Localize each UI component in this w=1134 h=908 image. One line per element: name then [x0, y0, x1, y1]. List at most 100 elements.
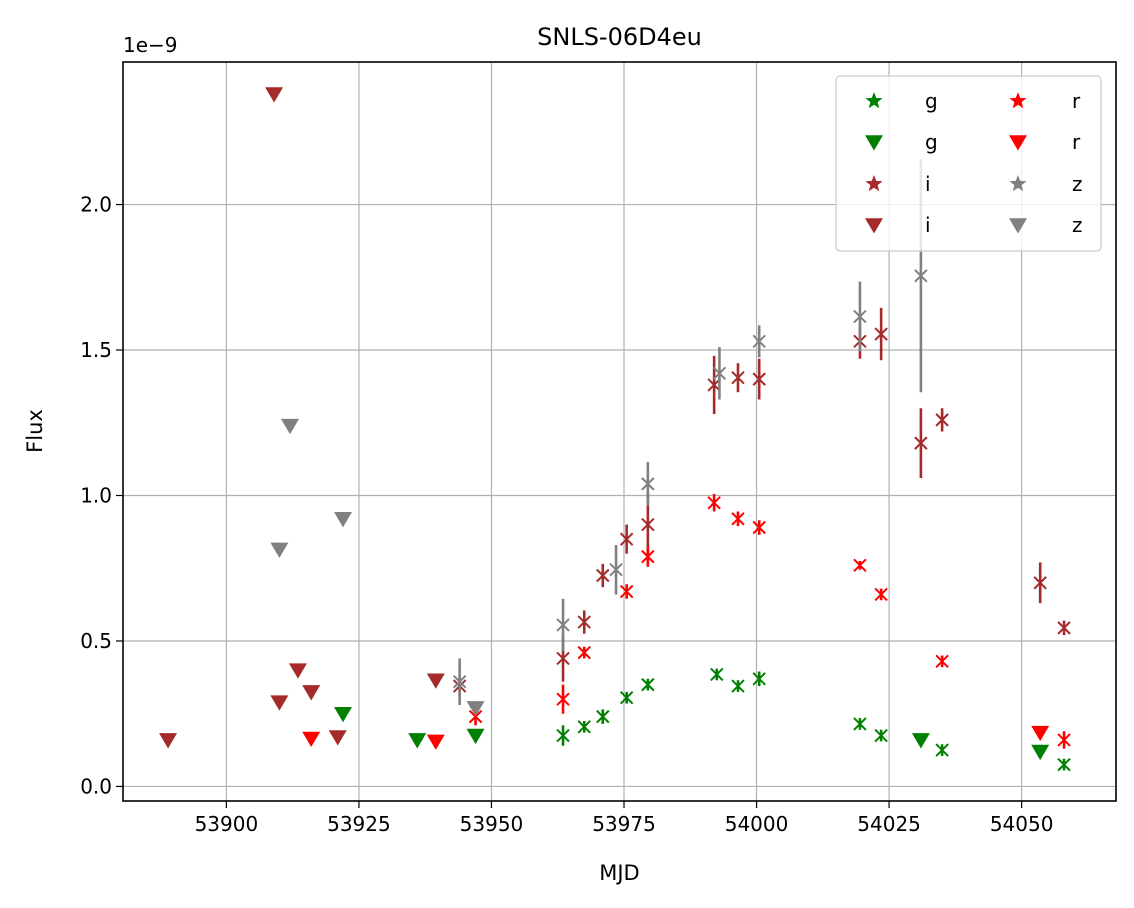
chart-title: SNLS-06D4eu	[537, 23, 702, 51]
data-point-z	[914, 269, 928, 283]
legend-marker-triangle	[865, 135, 883, 151]
marker-stroke	[641, 517, 655, 532]
upper-limit-z	[466, 701, 485, 717]
upper-limit-r	[302, 731, 321, 747]
data-point-g	[853, 717, 867, 731]
marker-stroke	[731, 370, 745, 385]
marker-stroke	[1057, 733, 1071, 747]
data-point-r	[707, 496, 721, 510]
series-r-detections	[468, 494, 1071, 749]
y-axis-offset-label: 1e−9	[123, 33, 178, 57]
data-point-r	[935, 654, 949, 669]
upper-limit-g	[911, 733, 930, 749]
x-tick-label: 53925	[327, 812, 391, 836]
marker-stroke	[556, 728, 570, 743]
marker-stroke	[596, 709, 610, 724]
marker-stroke	[935, 743, 949, 757]
legend-marker-star	[865, 92, 883, 109]
marker-stroke	[731, 679, 745, 693]
marker-stroke	[752, 672, 766, 686]
x-tick-label: 53900	[195, 812, 259, 836]
data-point-i	[731, 370, 745, 385]
data-point-g	[619, 691, 634, 705]
data-point-z	[609, 562, 623, 577]
marker-stroke	[731, 512, 745, 526]
axis-ticks: 53900 53925 53950 53975 54000 54025 54050 0.0 0.…	[80, 193, 1053, 836]
marker-stroke	[853, 717, 867, 731]
marker-stroke	[641, 477, 655, 491]
marker-stroke	[752, 372, 766, 386]
marker-stroke	[853, 309, 867, 324]
legend-entry-g: g	[865, 89, 938, 113]
data-point-i	[1057, 621, 1071, 635]
marker-stroke	[712, 366, 727, 381]
data-point-r	[731, 512, 745, 526]
data-point-i	[577, 615, 591, 629]
marker-stroke	[641, 549, 655, 564]
data-point-g	[577, 720, 591, 734]
legend-entry-z: z	[1009, 213, 1083, 237]
data-point-g	[874, 728, 888, 743]
upper-limit-i	[288, 663, 307, 679]
marker-stroke	[707, 496, 721, 510]
legend-entry-r: r	[1009, 89, 1081, 113]
marker-stroke	[752, 334, 766, 349]
data-point-g	[710, 667, 724, 682]
marker-stroke	[452, 675, 467, 689]
data-point-z	[556, 618, 570, 632]
data-point-z	[712, 366, 727, 381]
legend-entry-i: i	[865, 172, 931, 196]
data-point-r	[619, 584, 634, 599]
marker-stroke	[556, 692, 570, 706]
upper-limit-g	[334, 706, 353, 723]
legend-label: z	[1072, 172, 1083, 196]
data-point-g	[641, 677, 655, 692]
legend-box	[835, 75, 1102, 252]
upper-limit-g	[466, 728, 485, 745]
marker-stroke	[556, 651, 570, 666]
upper-limit-z	[281, 418, 300, 435]
upper-limit-i	[328, 730, 347, 746]
data-point-z	[853, 309, 867, 324]
y-tick-label: 0.0	[80, 774, 112, 798]
x-axis-label: MJD	[599, 861, 639, 885]
data-point-r	[556, 692, 570, 706]
data-point-r	[752, 520, 766, 535]
upper-limit-z	[334, 512, 353, 528]
upper-limit-i	[265, 87, 284, 103]
upper-limit-g	[408, 733, 427, 749]
series-i-upper-limits	[159, 87, 445, 749]
data-point-r	[468, 709, 483, 724]
marker-stroke	[556, 618, 570, 632]
legend-label: i	[925, 172, 931, 196]
x-tick-label: 54000	[725, 812, 789, 836]
data-point-r	[641, 549, 655, 564]
upper-limit-i	[426, 673, 445, 689]
data-point-g	[752, 672, 766, 686]
upper-limit-z	[270, 542, 289, 558]
data-point-z	[752, 334, 766, 349]
data-point-g	[556, 728, 570, 743]
series-r-upper-limits	[302, 725, 1050, 750]
data-point-i	[874, 327, 888, 341]
marker-stroke	[710, 667, 724, 682]
data-point-i	[1033, 576, 1047, 590]
upper-limit-g	[1031, 744, 1050, 761]
data-point-i	[914, 436, 928, 450]
marker-stroke	[1033, 576, 1047, 590]
data-point-i	[752, 372, 766, 386]
upper-limit-i	[159, 733, 178, 749]
marker-stroke	[707, 378, 721, 392]
marker-stroke	[641, 677, 655, 692]
legend-label: g	[925, 89, 938, 113]
x-tick-label: 54050	[990, 812, 1054, 836]
series-g-upper-limits	[334, 706, 1050, 761]
marker-stroke	[619, 691, 634, 705]
marker-stroke	[609, 562, 623, 577]
upper-limit-i	[270, 695, 289, 711]
data-point-r	[874, 587, 888, 602]
marker-stroke	[596, 568, 610, 583]
legend-label: i	[925, 213, 931, 237]
upper-limit-r	[1031, 725, 1050, 742]
